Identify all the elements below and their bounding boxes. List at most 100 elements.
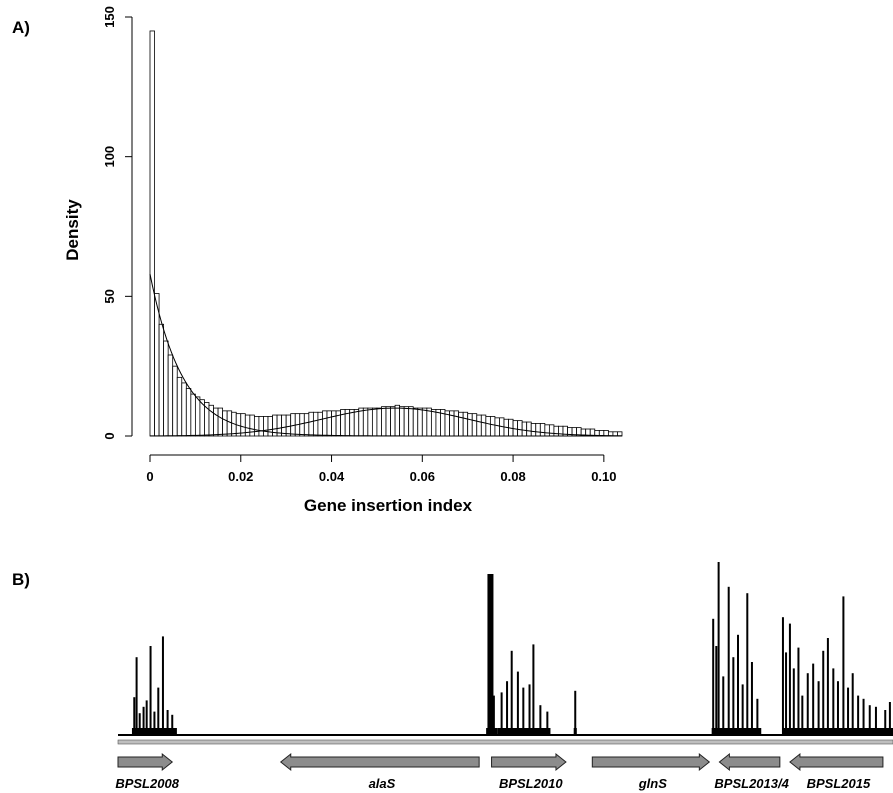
histogram-bar bbox=[539, 423, 546, 437]
histogram-bar bbox=[471, 413, 478, 437]
histogram-bar bbox=[263, 416, 269, 437]
histogram-bar bbox=[322, 410, 328, 437]
insertion-spike bbox=[133, 697, 136, 734]
histogram-bar bbox=[258, 416, 264, 437]
histogram-bar bbox=[453, 410, 460, 437]
insertion-spike bbox=[801, 695, 804, 734]
histogram-bar bbox=[312, 411, 319, 437]
histogram-bar bbox=[299, 413, 305, 437]
gene-arrow bbox=[591, 752, 711, 772]
gene-arrow bbox=[117, 752, 174, 772]
insertion-spike bbox=[487, 574, 494, 734]
histogram-bar bbox=[185, 388, 192, 437]
histogram-bar bbox=[517, 420, 523, 437]
histogram-bar bbox=[358, 407, 364, 437]
insertion-spike bbox=[737, 634, 739, 734]
panel-b-label: B) bbox=[12, 570, 30, 589]
insertion-spike bbox=[574, 690, 577, 734]
histogram-bar bbox=[462, 411, 469, 437]
gene-arrow bbox=[279, 752, 480, 772]
insertion-spike bbox=[826, 638, 829, 734]
insertion-spike bbox=[741, 684, 744, 734]
x-tick-label: 0.06 bbox=[410, 469, 435, 484]
histogram-bar bbox=[489, 416, 496, 437]
histogram-bar bbox=[367, 407, 373, 437]
histogram-bar bbox=[485, 416, 491, 437]
insertion-spike bbox=[847, 687, 850, 734]
histogram-bar bbox=[535, 423, 541, 437]
histogram-bar bbox=[158, 323, 165, 437]
insertion-spike bbox=[546, 711, 549, 734]
y-tick-label: 150 bbox=[102, 6, 117, 28]
insertion-spike bbox=[145, 700, 148, 734]
histogram-bar bbox=[544, 424, 550, 437]
gene-label: BPSL2008 bbox=[115, 776, 179, 791]
y-axis-title: Density bbox=[63, 199, 82, 261]
histogram-bar bbox=[526, 421, 532, 437]
gene-arrow bbox=[789, 752, 884, 772]
histogram-bar bbox=[217, 407, 224, 437]
gene-arrow bbox=[491, 752, 567, 772]
histogram-bar bbox=[249, 414, 255, 437]
insertion-spike bbox=[153, 711, 156, 734]
x-tick-label: 0.08 bbox=[500, 469, 525, 484]
exponential-fit-curve bbox=[149, 273, 622, 437]
normal-fit-curve bbox=[149, 407, 623, 437]
insertion-spike bbox=[138, 713, 141, 734]
y-tick-label: 50 bbox=[102, 289, 117, 303]
insertion-spike bbox=[722, 676, 725, 734]
histogram-bar bbox=[417, 407, 423, 437]
insertion-spike bbox=[874, 706, 877, 734]
histogram-bar bbox=[303, 413, 310, 437]
insertion-spike bbox=[532, 644, 535, 734]
histogram-bar bbox=[331, 410, 337, 437]
histogram-panel: 0 0.02 0.04 0.06 0.08 0.10 Gene insertion inde… bbox=[63, 6, 623, 515]
histogram-bar bbox=[403, 406, 410, 437]
gene-label: BPSL2013/4 bbox=[714, 776, 789, 791]
x-tick-label: 0.04 bbox=[319, 469, 345, 484]
histogram-bar bbox=[476, 414, 482, 437]
histogram-bar bbox=[149, 30, 155, 437]
x-tick-label: 0 bbox=[146, 469, 153, 484]
insertion-spike bbox=[817, 681, 820, 734]
histogram-bar bbox=[267, 416, 273, 437]
insertion-spike bbox=[157, 687, 160, 734]
gene-label: alaS bbox=[369, 776, 396, 791]
histogram-bar bbox=[222, 410, 228, 437]
insertion-spike bbox=[836, 681, 839, 734]
histogram-bar bbox=[458, 411, 464, 437]
insertion-spike bbox=[851, 673, 854, 734]
insertion-spike bbox=[510, 650, 513, 734]
genome-bar bbox=[117, 739, 893, 745]
histogram-bar bbox=[399, 406, 405, 437]
x-tick-label: 0.10 bbox=[591, 469, 616, 484]
insertion-spike bbox=[862, 698, 865, 734]
insertion-spike bbox=[797, 647, 800, 734]
histogram-bar bbox=[530, 423, 537, 437]
insertion-spike bbox=[750, 662, 753, 734]
histogram-bar bbox=[421, 407, 428, 437]
x-axis-title: Gene insertion index bbox=[304, 496, 473, 515]
histogram-bar bbox=[385, 406, 391, 437]
histogram-bar bbox=[394, 404, 401, 437]
histogram-bar bbox=[163, 340, 169, 437]
histogram-bar bbox=[376, 407, 382, 437]
insertion-spike bbox=[727, 586, 730, 734]
insertion-spike bbox=[528, 684, 531, 734]
insertion-spike bbox=[868, 705, 871, 734]
histogram-bar bbox=[194, 396, 201, 437]
histogram-bar bbox=[480, 414, 487, 437]
histogram-bar bbox=[408, 406, 414, 437]
x-tick-label: 0.02 bbox=[228, 469, 253, 484]
histogram-bar bbox=[190, 393, 196, 437]
histogram-bar bbox=[154, 293, 160, 437]
gene-label: BPSL2010 bbox=[499, 776, 563, 791]
histogram-bar bbox=[426, 407, 432, 437]
histogram-bar bbox=[521, 421, 528, 437]
histogram-bar bbox=[213, 407, 219, 437]
insertion-spike bbox=[149, 646, 152, 734]
histogram-bar bbox=[548, 424, 555, 437]
insertion-spike bbox=[756, 698, 759, 734]
insertion-spike bbox=[806, 673, 809, 734]
